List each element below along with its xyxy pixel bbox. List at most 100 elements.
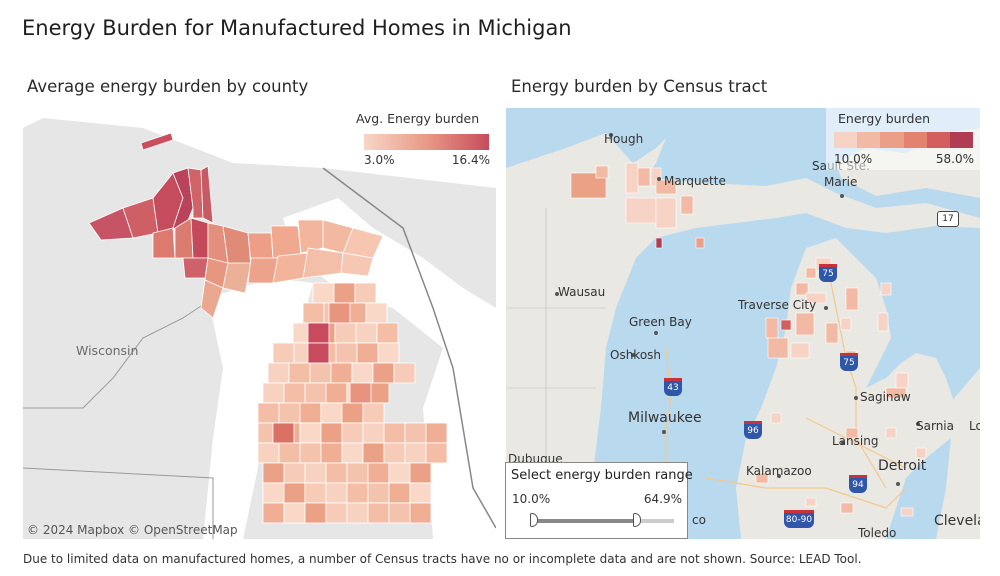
county-shape	[388, 482, 411, 504]
place-traverse-city: Traverse City	[738, 298, 817, 312]
census-tract	[840, 502, 854, 514]
county-shape	[299, 422, 322, 444]
census-tract	[840, 317, 852, 331]
county-shape	[409, 482, 432, 504]
county-map[interactable]: Wisconsin Avg. Energy burden 3.0% 16.4% …	[23, 108, 496, 539]
county-shape	[320, 402, 343, 424]
county-shape	[404, 442, 427, 464]
census-tract	[885, 427, 897, 439]
dashboard-title: Energy Burden for Manufactured Homes in …	[22, 16, 572, 40]
census-tract	[805, 292, 827, 304]
county-shape	[304, 462, 327, 484]
place-lansing: Lansing	[832, 434, 879, 448]
place-milwaukee: Milwaukee	[628, 410, 702, 426]
county-shape	[262, 482, 285, 504]
county-shape	[304, 502, 327, 524]
place-toledo: Toledo	[858, 526, 897, 539]
place-wausau: Wausau	[558, 285, 606, 299]
census-tract	[767, 337, 789, 359]
range-slider-fill	[534, 519, 635, 523]
census-tract	[695, 237, 705, 249]
county-shape	[302, 302, 325, 324]
census-tract	[655, 197, 677, 229]
tract-legend-max: 58.0%	[935, 152, 974, 166]
range-slider-high-handle[interactable]	[632, 513, 641, 527]
census-tract	[845, 287, 859, 311]
interstate-94-shield: 94	[849, 475, 867, 493]
census-tract	[877, 312, 889, 332]
county-shape	[330, 362, 353, 384]
place-marquette: Marquette	[664, 174, 726, 188]
county-map-canvas[interactable]	[23, 108, 496, 539]
place-saginaw: Saginaw	[860, 390, 911, 404]
county-shape	[272, 342, 295, 364]
energy-burden-range-filter[interactable]: Select energy burden range 10.0% 64.9%	[505, 462, 693, 539]
range-slider-low-handle[interactable]	[530, 513, 538, 527]
map-attribution[interactable]: © 2024 Mapbox © OpenStreetMap	[27, 523, 238, 537]
county-shape	[362, 402, 385, 424]
county-shape	[346, 482, 369, 504]
county-shape	[334, 322, 357, 344]
census-tract	[825, 322, 839, 344]
place-green-bay: Green Bay	[629, 315, 692, 329]
county-shape	[393, 362, 416, 384]
county-shape	[425, 422, 448, 444]
wisconsin-label: Wisconsin	[76, 343, 139, 358]
county-shape	[262, 502, 285, 524]
highway-17-shield: 17	[937, 211, 959, 227]
county-shape	[367, 482, 390, 504]
tract-map-canvas[interactable]	[506, 108, 980, 539]
tract-legend-step	[834, 132, 858, 148]
county-legend-min: 3.0%	[364, 153, 395, 167]
tract-legend: Energy burden 10.0% 58.0%	[826, 108, 980, 170]
census-tract	[655, 237, 663, 249]
county-shape	[356, 342, 379, 364]
county-shape	[372, 362, 395, 384]
county-shape	[309, 362, 332, 384]
county-shape	[409, 462, 432, 484]
tract-legend-steps	[834, 132, 974, 148]
census-tract	[637, 167, 651, 187]
county-shape	[388, 462, 411, 484]
county-shape	[283, 462, 306, 484]
tract-legend-step	[926, 132, 950, 148]
place-marie: Marie	[824, 175, 858, 189]
county-shape	[333, 282, 356, 304]
county-shape-high	[307, 322, 330, 344]
county-shape	[341, 442, 364, 464]
county-shape	[304, 382, 327, 404]
lower-peninsula-counties	[257, 282, 448, 524]
county-shape	[355, 322, 378, 344]
census-tract	[770, 412, 782, 424]
county-shape	[346, 462, 369, 484]
tract-legend-step	[880, 132, 904, 148]
county-shape	[325, 502, 348, 524]
county-legend: Avg. Energy burden 3.0% 16.4%	[346, 108, 496, 170]
county-shape	[288, 362, 311, 384]
upper-peninsula-counties	[88, 132, 384, 319]
county-shape	[312, 282, 335, 304]
land-west	[506, 133, 980, 539]
county-shape	[325, 382, 348, 404]
county-shape	[367, 502, 390, 524]
county-shape	[278, 402, 301, 424]
interstate-80-90-shield: 80-90	[784, 510, 814, 528]
census-tract	[625, 162, 639, 194]
place-kalamazoo: Kalamazoo	[746, 464, 812, 478]
county-shape	[283, 502, 306, 524]
county-shape	[304, 482, 327, 504]
interstate-43-shield: 43	[664, 378, 682, 396]
tract-legend-step	[949, 132, 974, 148]
county-shape	[425, 442, 448, 464]
tract-legend-step	[857, 132, 881, 148]
county-legend-title: Avg. Energy burden	[356, 111, 480, 126]
county-shape	[354, 282, 377, 304]
tract-map[interactable]: Hough Marquette Sault Ste. Marie Wausau …	[506, 108, 980, 539]
census-tract	[790, 342, 810, 359]
census-tract	[655, 179, 677, 195]
census-tract	[885, 387, 907, 399]
tract-map-title: Energy burden by Census tract	[511, 77, 768, 96]
county-shape	[367, 462, 390, 484]
range-max-value: 64.9%	[643, 492, 682, 506]
tract-legend-min: 10.0%	[834, 152, 873, 166]
